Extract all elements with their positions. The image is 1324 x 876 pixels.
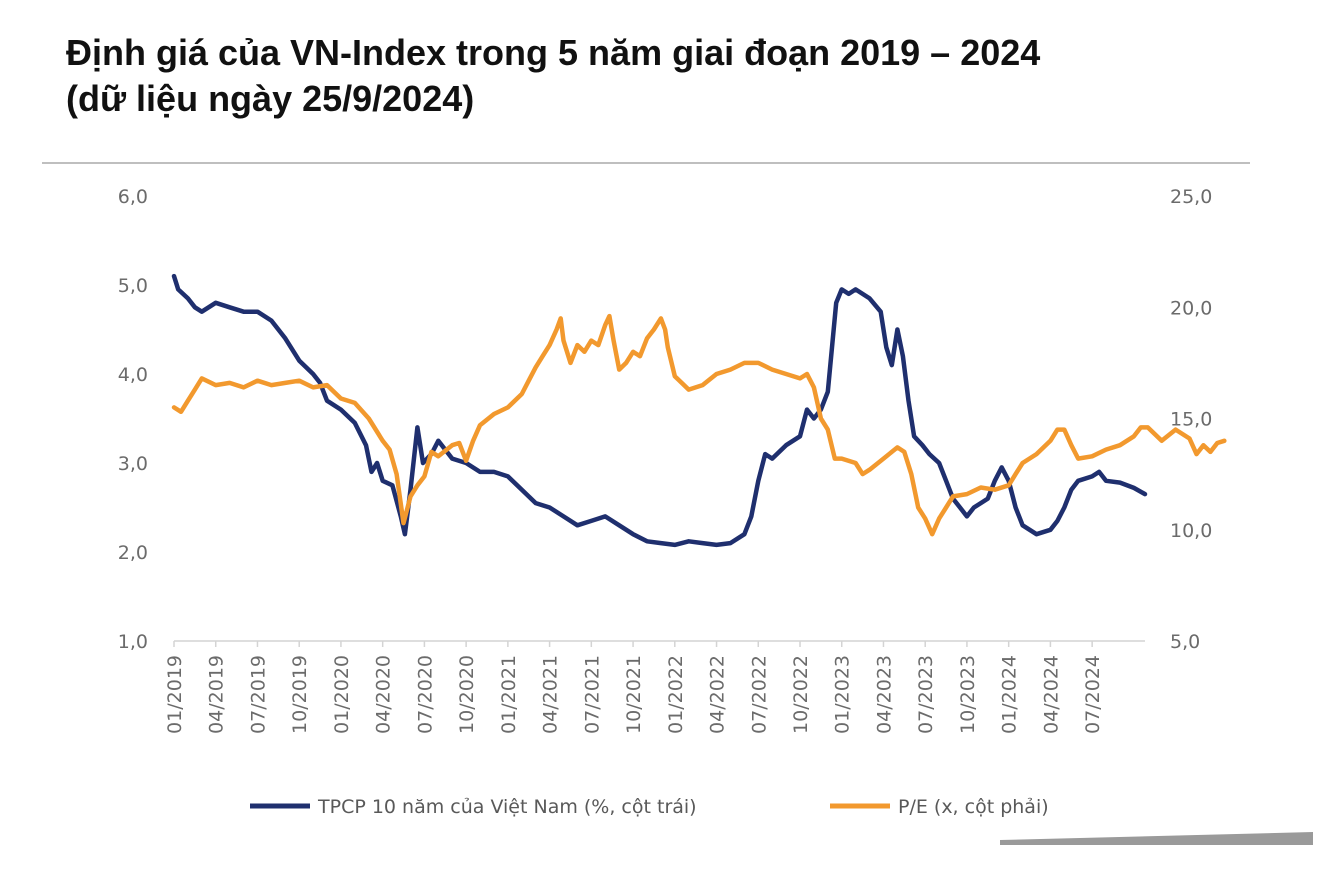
x-tick-label: 01/2020 <box>331 655 353 734</box>
left-tick-label: 3,0 <box>118 453 148 475</box>
left-tick-label: 4,0 <box>118 364 148 386</box>
x-tick-label: 07/2022 <box>748 655 770 734</box>
x-tick-label: 07/2020 <box>414 655 436 734</box>
x-tick-label: 04/2019 <box>206 655 228 734</box>
legend: TPCP 10 năm của Việt Nam (%, cột trái) P… <box>250 796 1049 818</box>
x-tick-label: 04/2023 <box>873 655 895 734</box>
x-tick-label: 04/2024 <box>1040 655 1062 734</box>
right-tick-label: 5,0 <box>1170 631 1200 653</box>
series-line-pe <box>171 313 1227 537</box>
legend-label-pe: P/E (x, cột phải) <box>898 796 1049 818</box>
left-tick-label: 1,0 <box>118 631 148 653</box>
right-tick-label: 10,0 <box>1170 520 1212 542</box>
left-axis: 6,0 5,0 4,0 3,0 2,0 1,0 <box>118 186 148 653</box>
x-tick-label: 07/2024 <box>1082 655 1104 734</box>
x-tick-label: 04/2022 <box>707 655 729 734</box>
right-axis: 25,0 20,0 15,0 10,0 5,0 <box>1170 186 1212 653</box>
left-tick-label: 2,0 <box>118 542 148 564</box>
x-tick-label: 01/2023 <box>832 655 854 734</box>
x-tick-label: 10/2023 <box>957 655 979 734</box>
left-tick-label: 6,0 <box>118 186 148 208</box>
x-tick-label: 07/2021 <box>581 655 603 734</box>
x-tick-label: 01/2021 <box>498 655 520 734</box>
x-axis: 01/2019 04/2019 07/2019 10/2019 01/2020 04/20… <box>164 641 1104 734</box>
x-tick-label: 01/2019 <box>164 655 186 734</box>
x-tick-label: 07/2023 <box>915 655 937 734</box>
x-tick-label: 10/2020 <box>456 655 478 734</box>
series-layer <box>171 273 1227 548</box>
x-tick-label: 10/2022 <box>790 655 812 734</box>
chart-title-block: Định giá của VN-Index trong 5 năm giai đ… <box>66 30 1266 122</box>
x-tick-label: 04/2021 <box>540 655 562 734</box>
x-tick-label: 10/2019 <box>289 655 311 734</box>
legend-label-yield: TPCP 10 năm của Việt Nam (%, cột trái) <box>317 796 697 818</box>
chart-subtitle: (dữ liệu ngày 25/9/2024) <box>66 78 475 119</box>
x-tick-label: 01/2022 <box>665 655 687 734</box>
right-tick-label: 20,0 <box>1170 297 1212 319</box>
x-tick-label: 01/2024 <box>999 655 1021 734</box>
x-tick-label: 07/2019 <box>247 655 269 734</box>
decorative-corner-shape <box>1000 832 1313 845</box>
x-tick-label: 10/2021 <box>623 655 645 734</box>
right-tick-label: 15,0 <box>1170 409 1212 431</box>
chart-title: Định giá của VN-Index trong 5 năm giai đ… <box>66 32 1041 73</box>
left-tick-label: 5,0 <box>118 275 148 297</box>
right-tick-label: 25,0 <box>1170 186 1212 208</box>
x-tick-label: 04/2020 <box>373 655 395 734</box>
series-line-bond-yield <box>171 273 1148 548</box>
